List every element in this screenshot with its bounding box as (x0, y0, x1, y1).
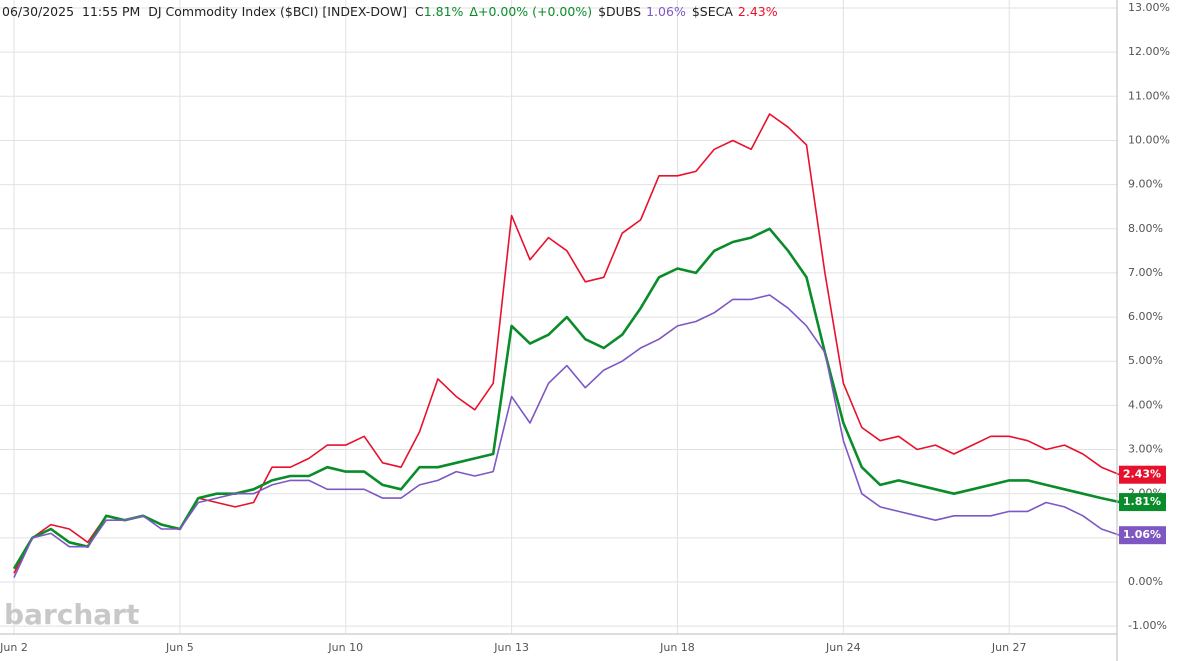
series-line (12, 227, 1121, 570)
y-tick-label: 8.00% (1128, 222, 1163, 235)
y-tick-label: 4.00% (1128, 398, 1163, 411)
y-tick-label: 9.00% (1128, 178, 1163, 191)
y-tick-label: 5.00% (1128, 354, 1163, 367)
end-label: 2.43% (1123, 468, 1161, 481)
y-tick-label: 3.00% (1128, 443, 1163, 456)
y-tick-label: 10.00% (1128, 133, 1170, 146)
header-prefix: 06/30/2025 11:55 PM DJ Commodity Index (… (2, 4, 424, 19)
y-tick-label: 7.00% (1128, 266, 1163, 279)
end-label: 1.81% (1123, 495, 1161, 508)
header: 06/30/2025 11:55 PM DJ Commodity Index (… (2, 4, 778, 19)
end-label-box (1119, 493, 1166, 512)
header-change: +0.00% (+0.00%) (478, 4, 592, 19)
y-tick-label: 11.00% (1128, 89, 1170, 102)
x-tick-label: Jun 5 (165, 641, 194, 654)
x-tick-label: Jun 13 (493, 641, 529, 654)
end-label-box (1119, 465, 1166, 484)
y-tick-label: 0.00% (1128, 575, 1163, 588)
end-label-box (1119, 526, 1166, 545)
y-tick-label: 12.00% (1128, 45, 1170, 58)
header-value: 2.43% (738, 4, 778, 19)
x-tick-label: Jun 2 (0, 641, 28, 654)
y-tick-label: -1.00% (1128, 619, 1167, 632)
x-tick-label: Jun 10 (327, 641, 363, 654)
grid (0, 0, 1117, 634)
y-tick-label: 13.00% (1128, 1, 1170, 14)
header-symbol: $DUBS (598, 4, 641, 19)
x-tick-label: Jun 24 (825, 641, 861, 654)
header-delta: Δ (469, 4, 478, 19)
header-symbol: $SECA (692, 4, 734, 19)
y-tick-label: 6.00% (1128, 310, 1163, 323)
lines (12, 113, 1121, 578)
x-tick-label: Jun 18 (659, 641, 695, 654)
header-value: 1.06% (646, 4, 686, 19)
x-tick-label: Jun 27 (991, 641, 1027, 654)
end-label: 1.06% (1123, 528, 1161, 541)
watermark: barchart (4, 598, 139, 631)
header-close: 1.81% (424, 4, 464, 19)
series-line (13, 294, 1121, 578)
